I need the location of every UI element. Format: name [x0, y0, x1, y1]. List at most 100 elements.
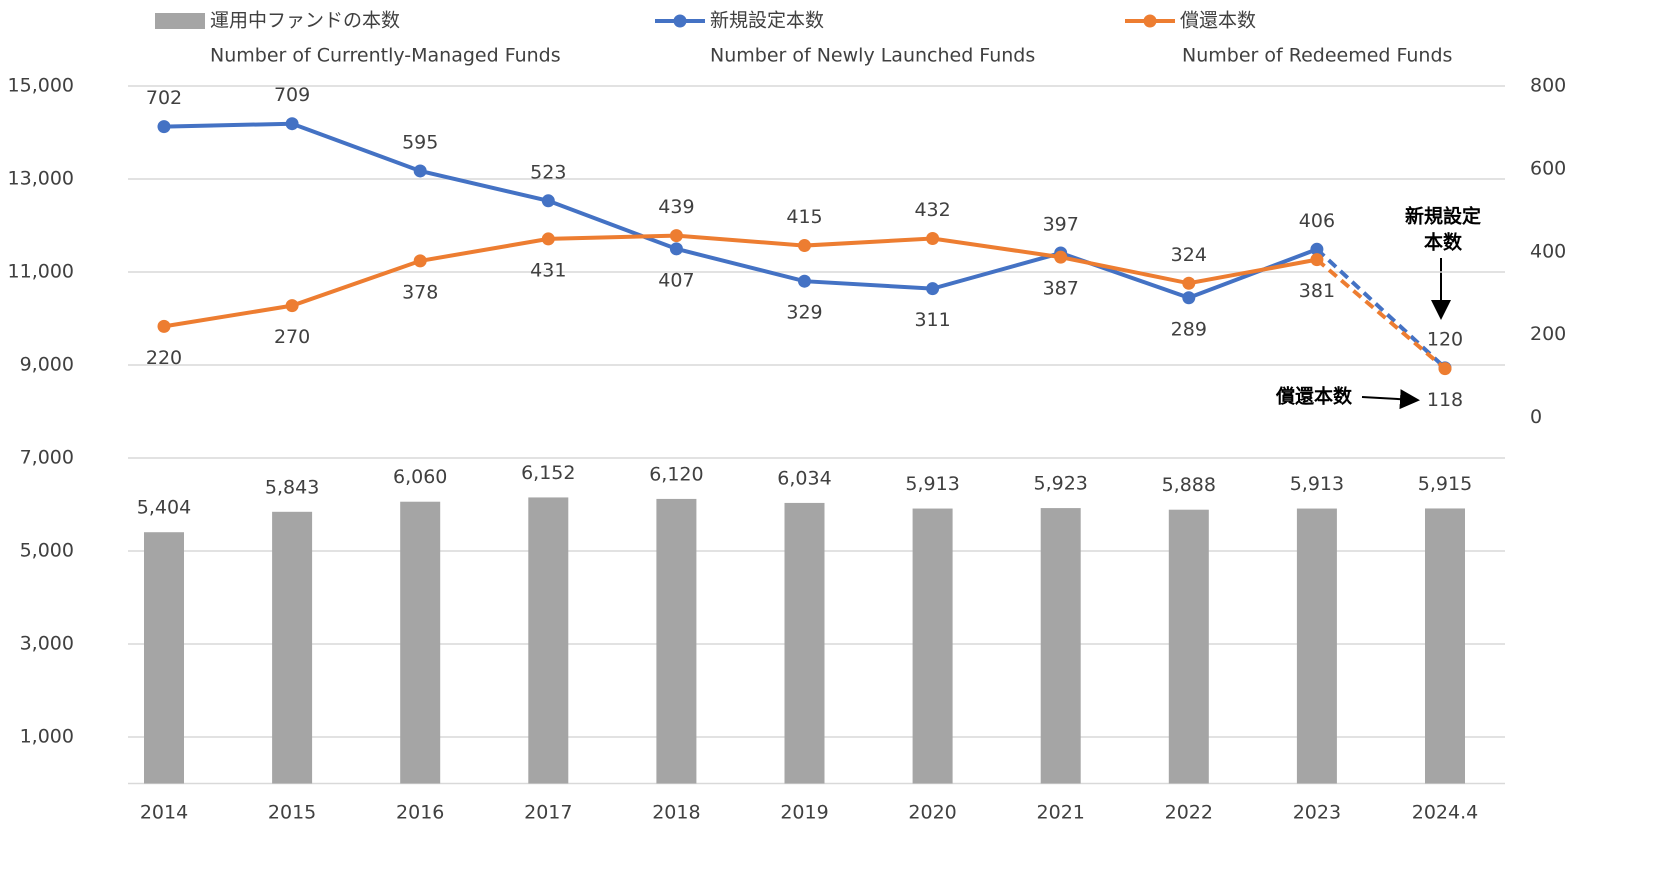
annotation: 本数	[1424, 231, 1463, 254]
y2-tick-label: 200	[1530, 323, 1566, 345]
data-label: 329	[786, 302, 822, 324]
point	[157, 120, 171, 134]
data-label: 270	[274, 326, 310, 348]
data-label: 595	[402, 131, 438, 153]
annotation: 償還本数	[1275, 385, 1353, 408]
point	[1310, 253, 1324, 267]
point	[1310, 242, 1324, 256]
point	[413, 254, 427, 268]
legend-label: 運用中ファンドの本数	[210, 10, 400, 32]
bar	[912, 508, 953, 784]
x-tick-label: 2015	[268, 802, 316, 824]
data-label: 378	[402, 281, 438, 303]
data-label: 6,152	[521, 462, 575, 484]
line	[163, 121, 1318, 300]
line	[1315, 247, 1447, 370]
bar	[1168, 509, 1209, 784]
data-label: 5,404	[137, 497, 191, 519]
x-tick-label: 2020	[908, 802, 956, 824]
legend-label: 新規設定本数	[710, 10, 824, 32]
bar	[1296, 508, 1337, 784]
data-label: 381	[1299, 280, 1335, 302]
data-label: 5,913	[905, 473, 959, 495]
x-tick-label: 2023	[1293, 802, 1341, 824]
point	[285, 117, 299, 131]
data-label: 5,843	[265, 476, 319, 498]
bar	[272, 511, 313, 784]
legend-subtitle: Number of Redeemed Funds	[1182, 45, 1452, 67]
y-tick-label: 9,000	[20, 354, 74, 376]
data-label: 432	[914, 199, 950, 221]
data-label: 6,060	[393, 466, 447, 488]
data-label: 324	[1171, 244, 1207, 266]
y2-tick-label: 400	[1530, 240, 1566, 262]
data-label: 5,923	[1033, 473, 1087, 495]
bar	[784, 502, 825, 784]
x-tick-label: 2016	[396, 802, 444, 824]
x-tick-label: 2022	[1165, 802, 1213, 824]
data-label: 289	[1171, 318, 1207, 340]
data-label: 439	[658, 196, 694, 218]
point	[1438, 362, 1452, 376]
x-tick-label: 2018	[652, 802, 700, 824]
data-label: 407	[658, 269, 694, 291]
data-label: 397	[1043, 214, 1079, 236]
x-tick-label: 2014	[140, 802, 188, 824]
point	[541, 194, 555, 208]
bar	[656, 498, 697, 784]
data-label: 5,913	[1290, 473, 1344, 495]
bar	[144, 532, 184, 784]
data-label: 6,034	[777, 467, 831, 489]
data-label: 415	[786, 206, 822, 228]
legend-subtitle: Number of Newly Launched Funds	[710, 45, 1035, 67]
point	[669, 229, 683, 243]
data-label: 702	[146, 87, 182, 109]
data-label: 387	[1043, 278, 1079, 300]
point	[1182, 291, 1196, 305]
data-label: 523	[530, 161, 566, 183]
y2-tick-label: 600	[1530, 157, 1566, 179]
point	[157, 319, 171, 333]
x-tick-label: 2017	[524, 802, 572, 824]
x-tick-label: 2024.4	[1412, 802, 1478, 824]
y-tick-label: 5,000	[20, 540, 74, 562]
point	[798, 239, 811, 253]
point	[926, 282, 940, 296]
data-label: 118	[1427, 389, 1463, 411]
line	[163, 233, 1318, 329]
data-label: 120	[1427, 328, 1463, 350]
point	[669, 242, 683, 256]
y-tick-label: 1,000	[20, 726, 74, 748]
bar	[1040, 508, 1081, 784]
bar	[1425, 508, 1465, 784]
point	[1182, 276, 1196, 290]
x-tick-label: 2021	[1037, 802, 1085, 824]
x-tick-label: 2019	[780, 802, 828, 824]
annotation-arrow	[1361, 389, 1420, 410]
data-label: 431	[530, 259, 566, 281]
data-label: 220	[146, 347, 182, 369]
y-tick-label: 3,000	[20, 633, 74, 655]
data-label: 5,915	[1418, 473, 1472, 495]
data-label: 6,120	[649, 463, 703, 485]
legend-subtitle: Number of Currently-Managed Funds	[210, 45, 561, 67]
y-tick-label: 11,000	[8, 261, 74, 283]
y2-tick-label: 0	[1530, 406, 1542, 428]
point	[798, 274, 811, 288]
line	[1315, 258, 1447, 371]
point	[1054, 250, 1068, 264]
data-label: 311	[914, 309, 950, 331]
legend-label: 償還本数	[1180, 10, 1256, 32]
point	[285, 299, 299, 313]
data-label: 5,888	[1162, 474, 1216, 496]
point	[541, 232, 555, 246]
y2-tick-label: 800	[1530, 75, 1566, 97]
point	[413, 164, 427, 178]
point	[926, 232, 940, 246]
legend-swatch	[1143, 14, 1157, 28]
data-label: 709	[274, 84, 310, 106]
y-tick-label: 7,000	[20, 447, 74, 469]
bar	[400, 501, 441, 784]
y-tick-label: 15,000	[8, 75, 74, 97]
